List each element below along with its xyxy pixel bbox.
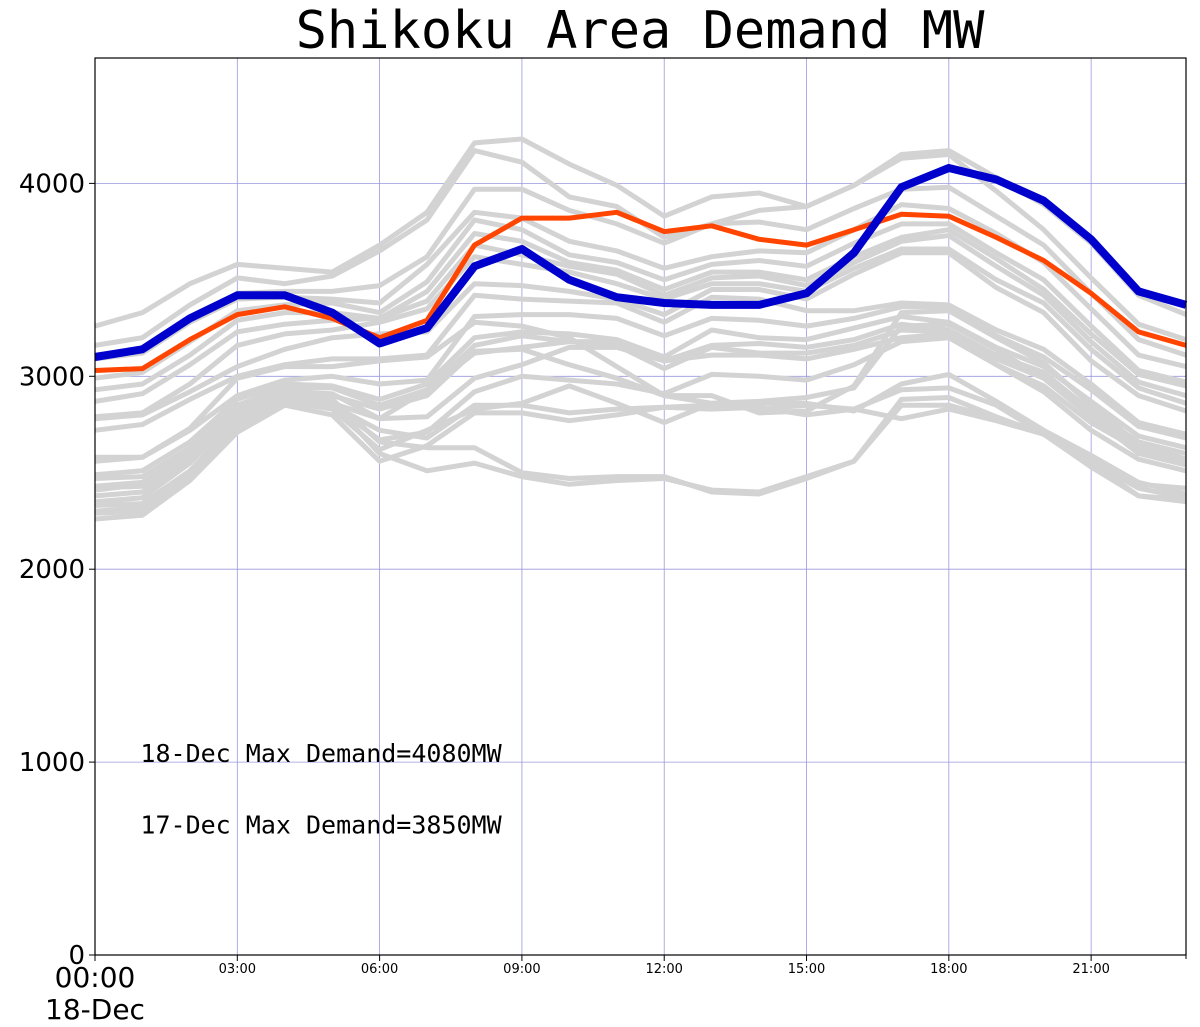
max-demand-annotation: 18-Dec Max Demand=4080MW bbox=[140, 739, 502, 768]
highlight-series-group bbox=[94, 164, 1188, 373]
x-tick-label: 12:00 bbox=[645, 962, 682, 977]
x-tick-label: 03:00 bbox=[219, 962, 256, 977]
history-series-line bbox=[94, 395, 1187, 514]
x-tick-label: 00:00 bbox=[55, 961, 136, 994]
history-series-line bbox=[94, 385, 1187, 522]
history-series-line bbox=[94, 314, 1187, 478]
history-series-line bbox=[94, 250, 1187, 422]
y-tick-label: 4000 bbox=[19, 169, 85, 199]
annotations: 18-Dec Max Demand=4080MW 17-Dec Max Deman… bbox=[140, 739, 502, 839]
x-tick-label: 06:00 bbox=[361, 962, 398, 977]
x-tick-date-label: 18-Dec bbox=[45, 993, 145, 1026]
y-tick-label: 3000 bbox=[19, 362, 85, 392]
x-tick-label: 09:00 bbox=[503, 962, 540, 977]
y-tick-label: 2000 bbox=[19, 555, 85, 585]
plot-frame bbox=[94, 57, 1187, 956]
history-series-line bbox=[95, 308, 1187, 462]
y-tick-label: 0 bbox=[68, 941, 85, 971]
chart-title: Shikoku Area Demand MW bbox=[296, 1, 985, 61]
x-tick-label: 21:00 bbox=[1072, 962, 1109, 977]
x-tick-label: 18:00 bbox=[930, 962, 967, 977]
history-series-line bbox=[94, 246, 1187, 420]
series-line bbox=[94, 209, 1187, 373]
max-demand-annotation: 17-Dec Max Demand=3850MW bbox=[140, 810, 502, 839]
x-tick-label: 15:00 bbox=[788, 962, 825, 977]
history-series-line bbox=[94, 321, 1187, 491]
background-series-group bbox=[94, 136, 1187, 522]
history-series-line bbox=[94, 233, 1187, 404]
history-series-line bbox=[94, 227, 1187, 393]
series-line bbox=[94, 164, 1188, 361]
y-tick-label: 1000 bbox=[19, 748, 85, 778]
